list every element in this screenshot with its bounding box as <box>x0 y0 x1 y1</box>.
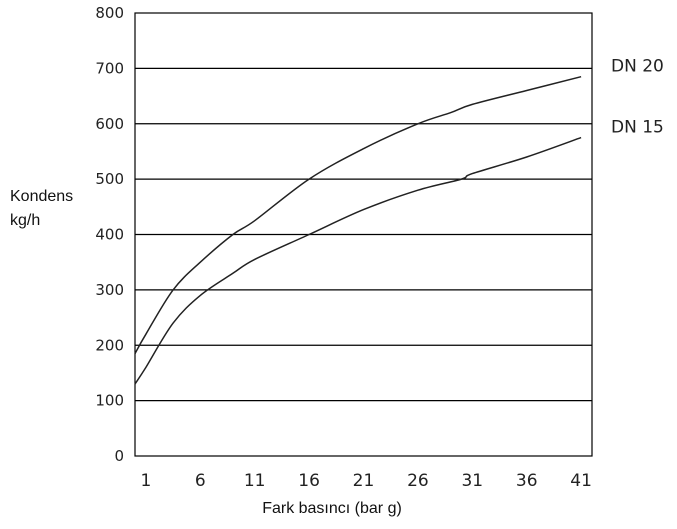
series-lines <box>134 75 582 385</box>
grid-lines <box>135 67 592 402</box>
y-tick-label: 400 <box>95 226 124 244</box>
x-tick-label: 6 <box>195 471 206 491</box>
y-axis-title-line-1: Kondens <box>10 188 73 205</box>
x-tick-labels: 1 6 11 16 21 26 31 36 41 <box>140 471 591 491</box>
x-tick-label: 36 <box>516 471 538 491</box>
y-tick-label: 200 <box>95 336 124 354</box>
series-label: DN 20 <box>611 57 664 77</box>
x-tick-label: 1 <box>140 471 151 491</box>
y-tick-label: 800 <box>95 4 124 22</box>
x-tick-label: 26 <box>407 471 429 491</box>
x-tick-label: 31 <box>461 471 483 491</box>
series-line <box>134 136 582 385</box>
y-tick-label: 0 <box>114 447 124 465</box>
y-tick-labels: 0 100 200 300 400 500 600 700 800 <box>95 4 124 465</box>
y-tick-label: 500 <box>95 170 124 188</box>
series-label: DN 15 <box>611 118 664 138</box>
series-line <box>134 75 582 354</box>
y-tick-label: 100 <box>95 392 124 410</box>
y-axis-title-line-2: kg/h <box>10 212 40 229</box>
x-tick-label: 16 <box>298 471 320 491</box>
y-tick-label: 600 <box>95 115 124 133</box>
plot-frame <box>134 12 593 457</box>
y-tick-label: 300 <box>95 281 124 299</box>
x-tick-label: 41 <box>570 471 592 491</box>
x-axis-title: Fark basıncı (bar g) <box>262 500 402 517</box>
x-tick-label: 11 <box>244 471 266 491</box>
y-tick-label: 700 <box>95 59 124 77</box>
x-tick-label: 21 <box>353 471 375 491</box>
series-labels: DN 20 DN 15 <box>611 57 664 138</box>
